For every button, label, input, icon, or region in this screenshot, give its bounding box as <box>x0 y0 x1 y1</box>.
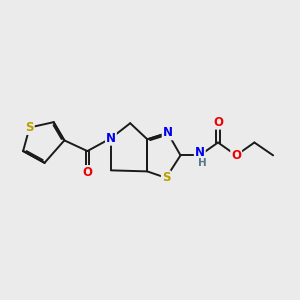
Text: N: N <box>195 146 205 159</box>
Text: N: N <box>106 132 116 145</box>
Text: S: S <box>25 121 34 134</box>
Text: O: O <box>213 116 223 129</box>
Text: O: O <box>231 149 241 162</box>
Text: N: N <box>163 126 173 140</box>
Text: S: S <box>162 171 170 184</box>
Text: O: O <box>82 166 92 179</box>
Text: H: H <box>198 158 206 168</box>
